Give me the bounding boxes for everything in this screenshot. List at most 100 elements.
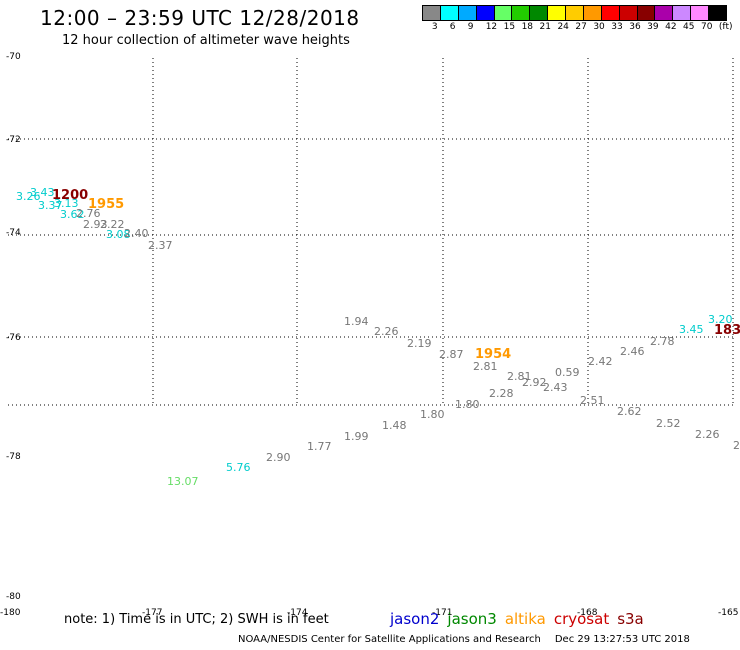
satellite-legend-item: jason2 (390, 610, 440, 628)
wave-height-label: 2.90 (266, 451, 291, 464)
wave-height-label: 1.80 (455, 398, 480, 411)
wave-height-label: 1.80 (420, 408, 445, 421)
lon-label: -177 (142, 608, 163, 618)
color-scale-label: 36 (629, 22, 641, 32)
color-scale-label: 33 (611, 22, 623, 32)
wave-height-label: 2.37 (148, 239, 173, 252)
color-scale-swatch (655, 6, 674, 20)
wave-height-label: 2.22 (100, 218, 125, 231)
color-scale-label: 21 (539, 22, 551, 32)
color-scale-label: (ft) (718, 22, 733, 32)
color-scale-label: 24 (557, 22, 569, 32)
wave-height-label: 3.13 (54, 197, 79, 210)
pass-time-label: 183 (714, 323, 740, 338)
wave-height-label: 2.81 (473, 360, 498, 373)
color-scale-swatch (494, 6, 513, 20)
color-scale-swatch (530, 6, 549, 20)
wave-height-color-scale (422, 5, 727, 21)
lat-label: -72 (6, 135, 21, 145)
color-scale-swatch (423, 6, 441, 20)
wave-height-label: 2.62 (617, 405, 642, 418)
color-scale-label: 70 (700, 22, 713, 32)
wave-height-label: 2.19 (407, 337, 432, 350)
color-scale-label: 27 (575, 22, 587, 32)
lon-label: -171 (432, 608, 453, 618)
satellite-legend-item: altika (504, 610, 546, 628)
color-scale-label: 6 (449, 22, 456, 32)
color-scale-swatch (566, 6, 584, 20)
wave-height-label: 2.93 (83, 218, 108, 231)
wave-height-label: 2.42 (588, 355, 613, 368)
lat-label: -70 (6, 52, 21, 62)
color-scale-label: 18 (521, 22, 534, 32)
wave-height-label: 2.92 (522, 376, 547, 389)
color-scale-swatch (440, 6, 459, 20)
wave-height-label: 0.59 (555, 366, 580, 379)
wave-height-label: 1.99 (344, 430, 369, 443)
wave-height-label: 3.08 (106, 228, 131, 241)
color-scale-label: 9 (467, 22, 474, 32)
map-title: 12:00 – 23:59 UTC 12/28/2018 (40, 6, 360, 30)
satellite-legend-item: cryosat (553, 610, 610, 628)
pass-time-label: 1954 (475, 347, 512, 362)
wave-height-label: 2.87 (439, 348, 464, 361)
color-scale-swatch (637, 6, 656, 20)
wave-height-label: 3.20 (708, 313, 733, 326)
satellite-legend-item: jason3 (447, 610, 497, 628)
color-scale-label: 15 (503, 22, 516, 32)
map-subtitle: 12 hour collection of altimeter wave hei… (62, 33, 350, 48)
wave-height-label: 2.28 (489, 387, 514, 400)
lon-label: -180 (0, 608, 21, 618)
color-scale-label: 30 (593, 22, 605, 32)
lon-label: -165 (718, 608, 739, 618)
color-scale-swatch (601, 6, 620, 20)
wave-height-label: 3.45 (679, 323, 704, 336)
color-scale-swatch (691, 6, 709, 20)
wave-height-label: 2 (733, 439, 740, 452)
wave-height-label: 2.46 (620, 345, 645, 358)
wave-height-label: 3.26 (16, 190, 41, 203)
wave-height-label: 3.43 (30, 186, 55, 199)
wave-height-label: 2.78 (650, 335, 675, 348)
color-scale-swatch (619, 6, 638, 20)
color-scale-swatch (476, 6, 495, 20)
credit-line: NOAA/NESDIS Center for Satellite Applica… (238, 634, 690, 645)
satellite-legend: jason2 jason3 altika cryosat s3a (390, 610, 652, 628)
credit-text: NOAA/NESDIS Center for Satellite Applica… (238, 634, 541, 645)
wave-height-label: 1.77 (307, 440, 332, 453)
satellite-legend-item: s3a (617, 610, 644, 628)
wave-height-label: 5.76 (226, 461, 251, 474)
units-note: note: 1) Time is in UTC; 2) SWH is in fe… (64, 612, 329, 627)
color-scale-swatch (458, 6, 477, 20)
color-scale-label: 42 (665, 22, 677, 32)
color-scale-label: 12 (485, 22, 498, 32)
wave-height-label: 2.43 (543, 381, 568, 394)
wave-height-label: 13.07 (167, 475, 199, 488)
pass-time-label: 1200 (52, 188, 89, 203)
color-scale-swatch (709, 6, 726, 20)
generated-timestamp: Dec 29 13:27:53 UTC 2018 (554, 634, 690, 645)
color-scale-label: 39 (647, 22, 659, 32)
wave-height-label: 2.26 (374, 325, 399, 338)
wave-height-label: 1.94 (344, 315, 369, 328)
lat-label: -76 (6, 333, 21, 343)
color-scale-swatch (548, 6, 566, 20)
lat-label: -78 (6, 452, 21, 462)
wave-height-label: 3.62 (60, 208, 85, 221)
color-scale-swatch (673, 6, 692, 20)
wave-height-label: 2.26 (695, 428, 720, 441)
wave-height-label: 2.40 (124, 227, 149, 240)
color-scale-labels: 3 6 9 12 15 18 21 24 27 30 33 36 39 42 45 70 (ft) (422, 22, 740, 34)
wave-height-label: 1.48 (382, 419, 407, 432)
color-scale-label: 45 (683, 22, 695, 32)
lat-label: -74 (6, 228, 21, 238)
color-scale-swatch (583, 6, 602, 20)
lon-label: -168 (577, 608, 598, 618)
color-scale-label: 3 (431, 22, 438, 32)
wave-height-label: 2.81 (507, 370, 532, 383)
wave-height-label: 2.51 (580, 394, 605, 407)
lon-label: -174 (287, 608, 308, 618)
color-scale-swatch (512, 6, 531, 20)
wave-height-label: 2.76 (76, 207, 101, 220)
